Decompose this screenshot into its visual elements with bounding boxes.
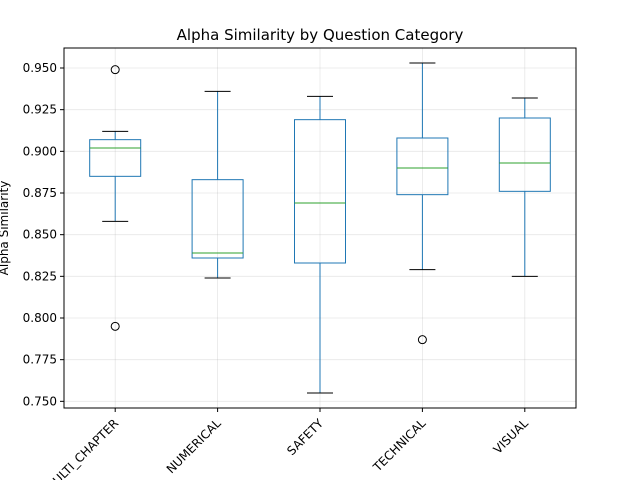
box-group <box>89 65 142 331</box>
x-tick-label: SAFETY <box>284 416 326 458</box>
outlier-point <box>110 65 120 75</box>
y-tick-label: 0.800 <box>23 311 57 325</box>
outlier-point <box>417 335 427 345</box>
box-group <box>396 62 449 345</box>
iqr-box <box>396 137 449 196</box>
chart-title: Alpha Similarity by Question Category <box>177 26 464 44</box>
iqr-box <box>191 179 244 259</box>
y-tick-label: 0.825 <box>23 269 57 283</box>
x-tick-label: MULTI_CHAPTER <box>43 416 122 480</box>
x-tick-label: TECHNICAL <box>370 416 429 475</box>
y-tick-label: 0.900 <box>23 144 57 158</box>
y-tick-label: 0.775 <box>23 353 57 367</box>
y-axis-label: Alpha Similarity <box>0 181 11 276</box>
x-axis-ticks: MULTI_CHAPTER NUMERICAL SAFETY TECHNICAL VIS… <box>43 408 531 480</box>
outlier-point <box>110 321 120 331</box>
boxes <box>89 62 551 394</box>
box-group <box>191 90 244 279</box>
y-tick-label: 0.875 <box>23 186 57 200</box>
iqr-box <box>294 119 346 264</box>
x-tick-label: VISUAL <box>491 416 532 457</box>
y-axis-ticks: 0.750 0.775 0.800 0.825 0.850 0.875 0.900 0.925… <box>23 61 64 408</box>
x-tick-label: NUMERICAL <box>164 416 224 476</box>
y-tick-label: 0.850 <box>23 228 57 242</box>
y-tick-label: 0.750 <box>23 394 57 408</box>
y-tick-label: 0.950 <box>23 61 57 75</box>
iqr-box <box>89 139 142 177</box>
box-group <box>498 97 551 277</box>
iqr-box <box>498 117 551 192</box>
box-group <box>294 95 346 394</box>
y-tick-label: 0.925 <box>23 103 57 117</box>
